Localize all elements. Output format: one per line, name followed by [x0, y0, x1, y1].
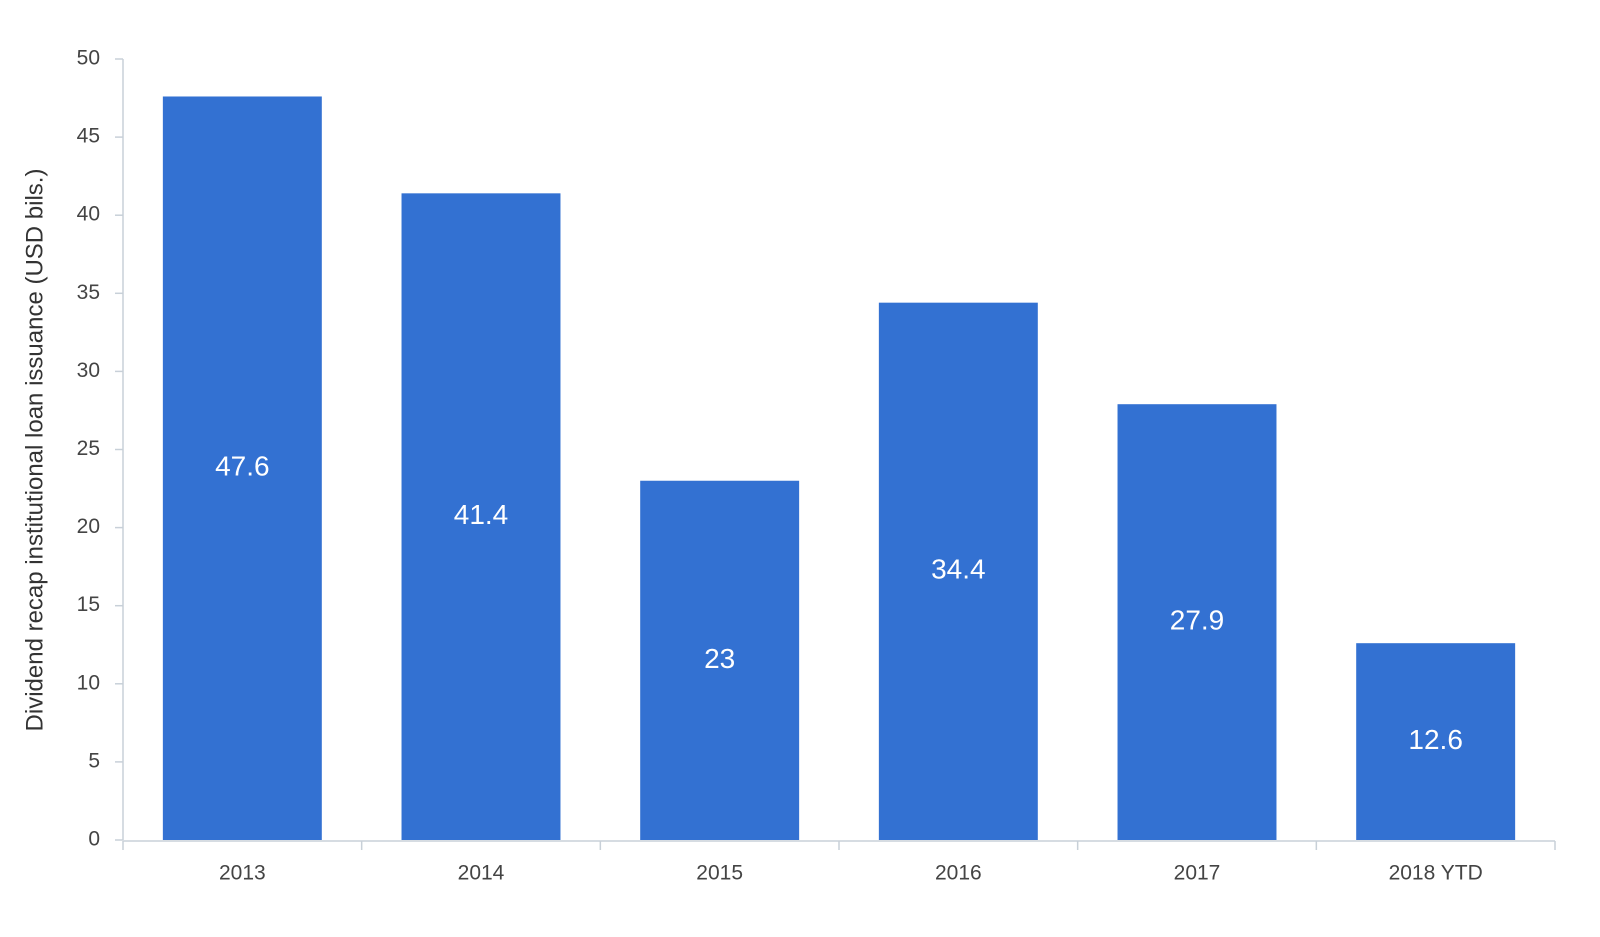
x-tick-label: 2015 [696, 862, 743, 885]
y-axis-label: Dividend recap institutional loan issuan… [21, 169, 48, 732]
bar [162, 96, 322, 841]
x-tick-label: 2016 [935, 862, 982, 885]
data-label: 47.6 [215, 451, 270, 482]
y-tick-label: 20 [77, 515, 100, 538]
x-tick-label: 2018 YTD [1389, 862, 1483, 885]
data-label: 23 [704, 643, 735, 674]
bar [878, 302, 1038, 840]
bar [1117, 404, 1277, 840]
bar [1356, 643, 1516, 840]
y-tick-label: 30 [77, 359, 100, 382]
x-tick-label: 2014 [458, 862, 505, 885]
bar [401, 193, 561, 840]
y-tick-label: 35 [77, 281, 100, 304]
bar [640, 480, 800, 840]
data-label: 34.4 [931, 554, 986, 585]
data-label: 27.9 [1170, 604, 1225, 635]
y-tick-label: 50 [77, 47, 100, 70]
data-label: 12.6 [1408, 724, 1463, 755]
y-tick-label: 5 [88, 749, 100, 772]
y-tick-label: 40 [77, 203, 100, 226]
y-tick-label: 15 [77, 593, 100, 616]
y-tick-label: 10 [77, 671, 100, 694]
y-tick-label: 0 [88, 828, 100, 851]
y-tick-label: 25 [77, 437, 100, 460]
y-tick-label: 45 [77, 125, 100, 148]
x-tick-label: 2013 [219, 862, 266, 885]
data-label: 41.4 [454, 499, 509, 530]
x-tick-label: 2017 [1174, 862, 1221, 885]
